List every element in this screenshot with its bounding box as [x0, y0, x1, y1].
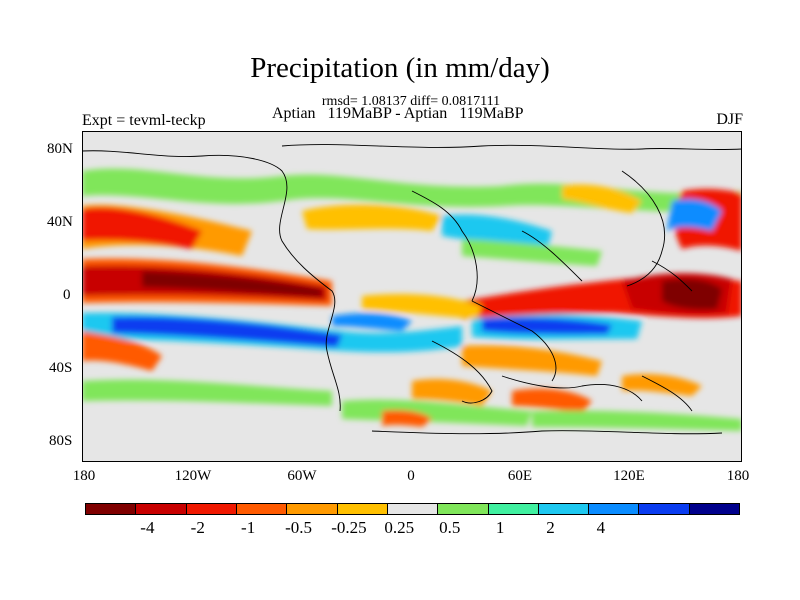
precip-field — [82, 168, 742, 431]
colorbar-swatch — [86, 504, 137, 514]
colorbar-swatch — [387, 504, 439, 514]
colorbar-swatch — [488, 504, 539, 514]
experiment-label: Expt = tevml-teckp — [82, 112, 206, 129]
colorbar-swatch — [236, 504, 288, 514]
coastlines — [82, 144, 742, 435]
colorbar-swatch — [438, 504, 489, 514]
colorbar-swatch — [136, 504, 187, 514]
colorbar-label: -4 — [140, 518, 155, 537]
stats-line: rmsd= 1.08137 diff= 0.0817111 — [321, 94, 501, 109]
lat-label-40n: 40N — [47, 214, 73, 230]
colorbar-label: -0.5 — [285, 518, 312, 537]
map-frame — [82, 131, 742, 462]
lon-label-60e: 60E — [507, 468, 533, 484]
colorbar-label: -2 — [190, 518, 205, 537]
plot-title: Precipitation (in mm/day) — [250, 52, 550, 84]
colorbar-swatch — [639, 504, 690, 514]
colorbar-label: 2 — [546, 518, 555, 537]
colorbar-swatch — [287, 504, 338, 514]
colorbar — [85, 503, 740, 515]
lon-label-120e: 120E — [613, 468, 645, 484]
lat-label-80n: 80N — [47, 141, 73, 157]
lon-label-180e: 180 — [726, 468, 750, 484]
colorbar-swatch — [689, 504, 740, 514]
lat-label-80s: 80S — [49, 433, 73, 449]
lon-label-60w: 60W — [287, 468, 317, 484]
lat-label-40s: 40S — [49, 360, 73, 376]
colorbar-label: 0.5 — [439, 518, 461, 537]
colorbar-label: -0.25 — [331, 518, 367, 537]
colorbar-label: 4 — [596, 518, 606, 537]
colorbar-swatch — [589, 504, 640, 514]
comparison-line: Aptian 119MaBP - Aptian 119MaBP — [272, 105, 524, 122]
lon-label-0: 0 — [407, 468, 415, 484]
colorbar-label: 0.25 — [384, 518, 415, 537]
colorbar-swatch — [186, 504, 237, 514]
colorbar-swatch — [337, 504, 388, 514]
precipitation-map — [82, 131, 742, 462]
lon-label-180w: 180 — [72, 468, 96, 484]
colorbar-label: 1 — [495, 518, 505, 537]
lat-label-0: 0 — [63, 287, 71, 303]
season-label: DJF — [716, 111, 743, 128]
lon-label-120w: 120W — [174, 468, 212, 484]
colorbar-swatch — [538, 504, 590, 514]
colorbar-label: -1 — [241, 518, 256, 537]
